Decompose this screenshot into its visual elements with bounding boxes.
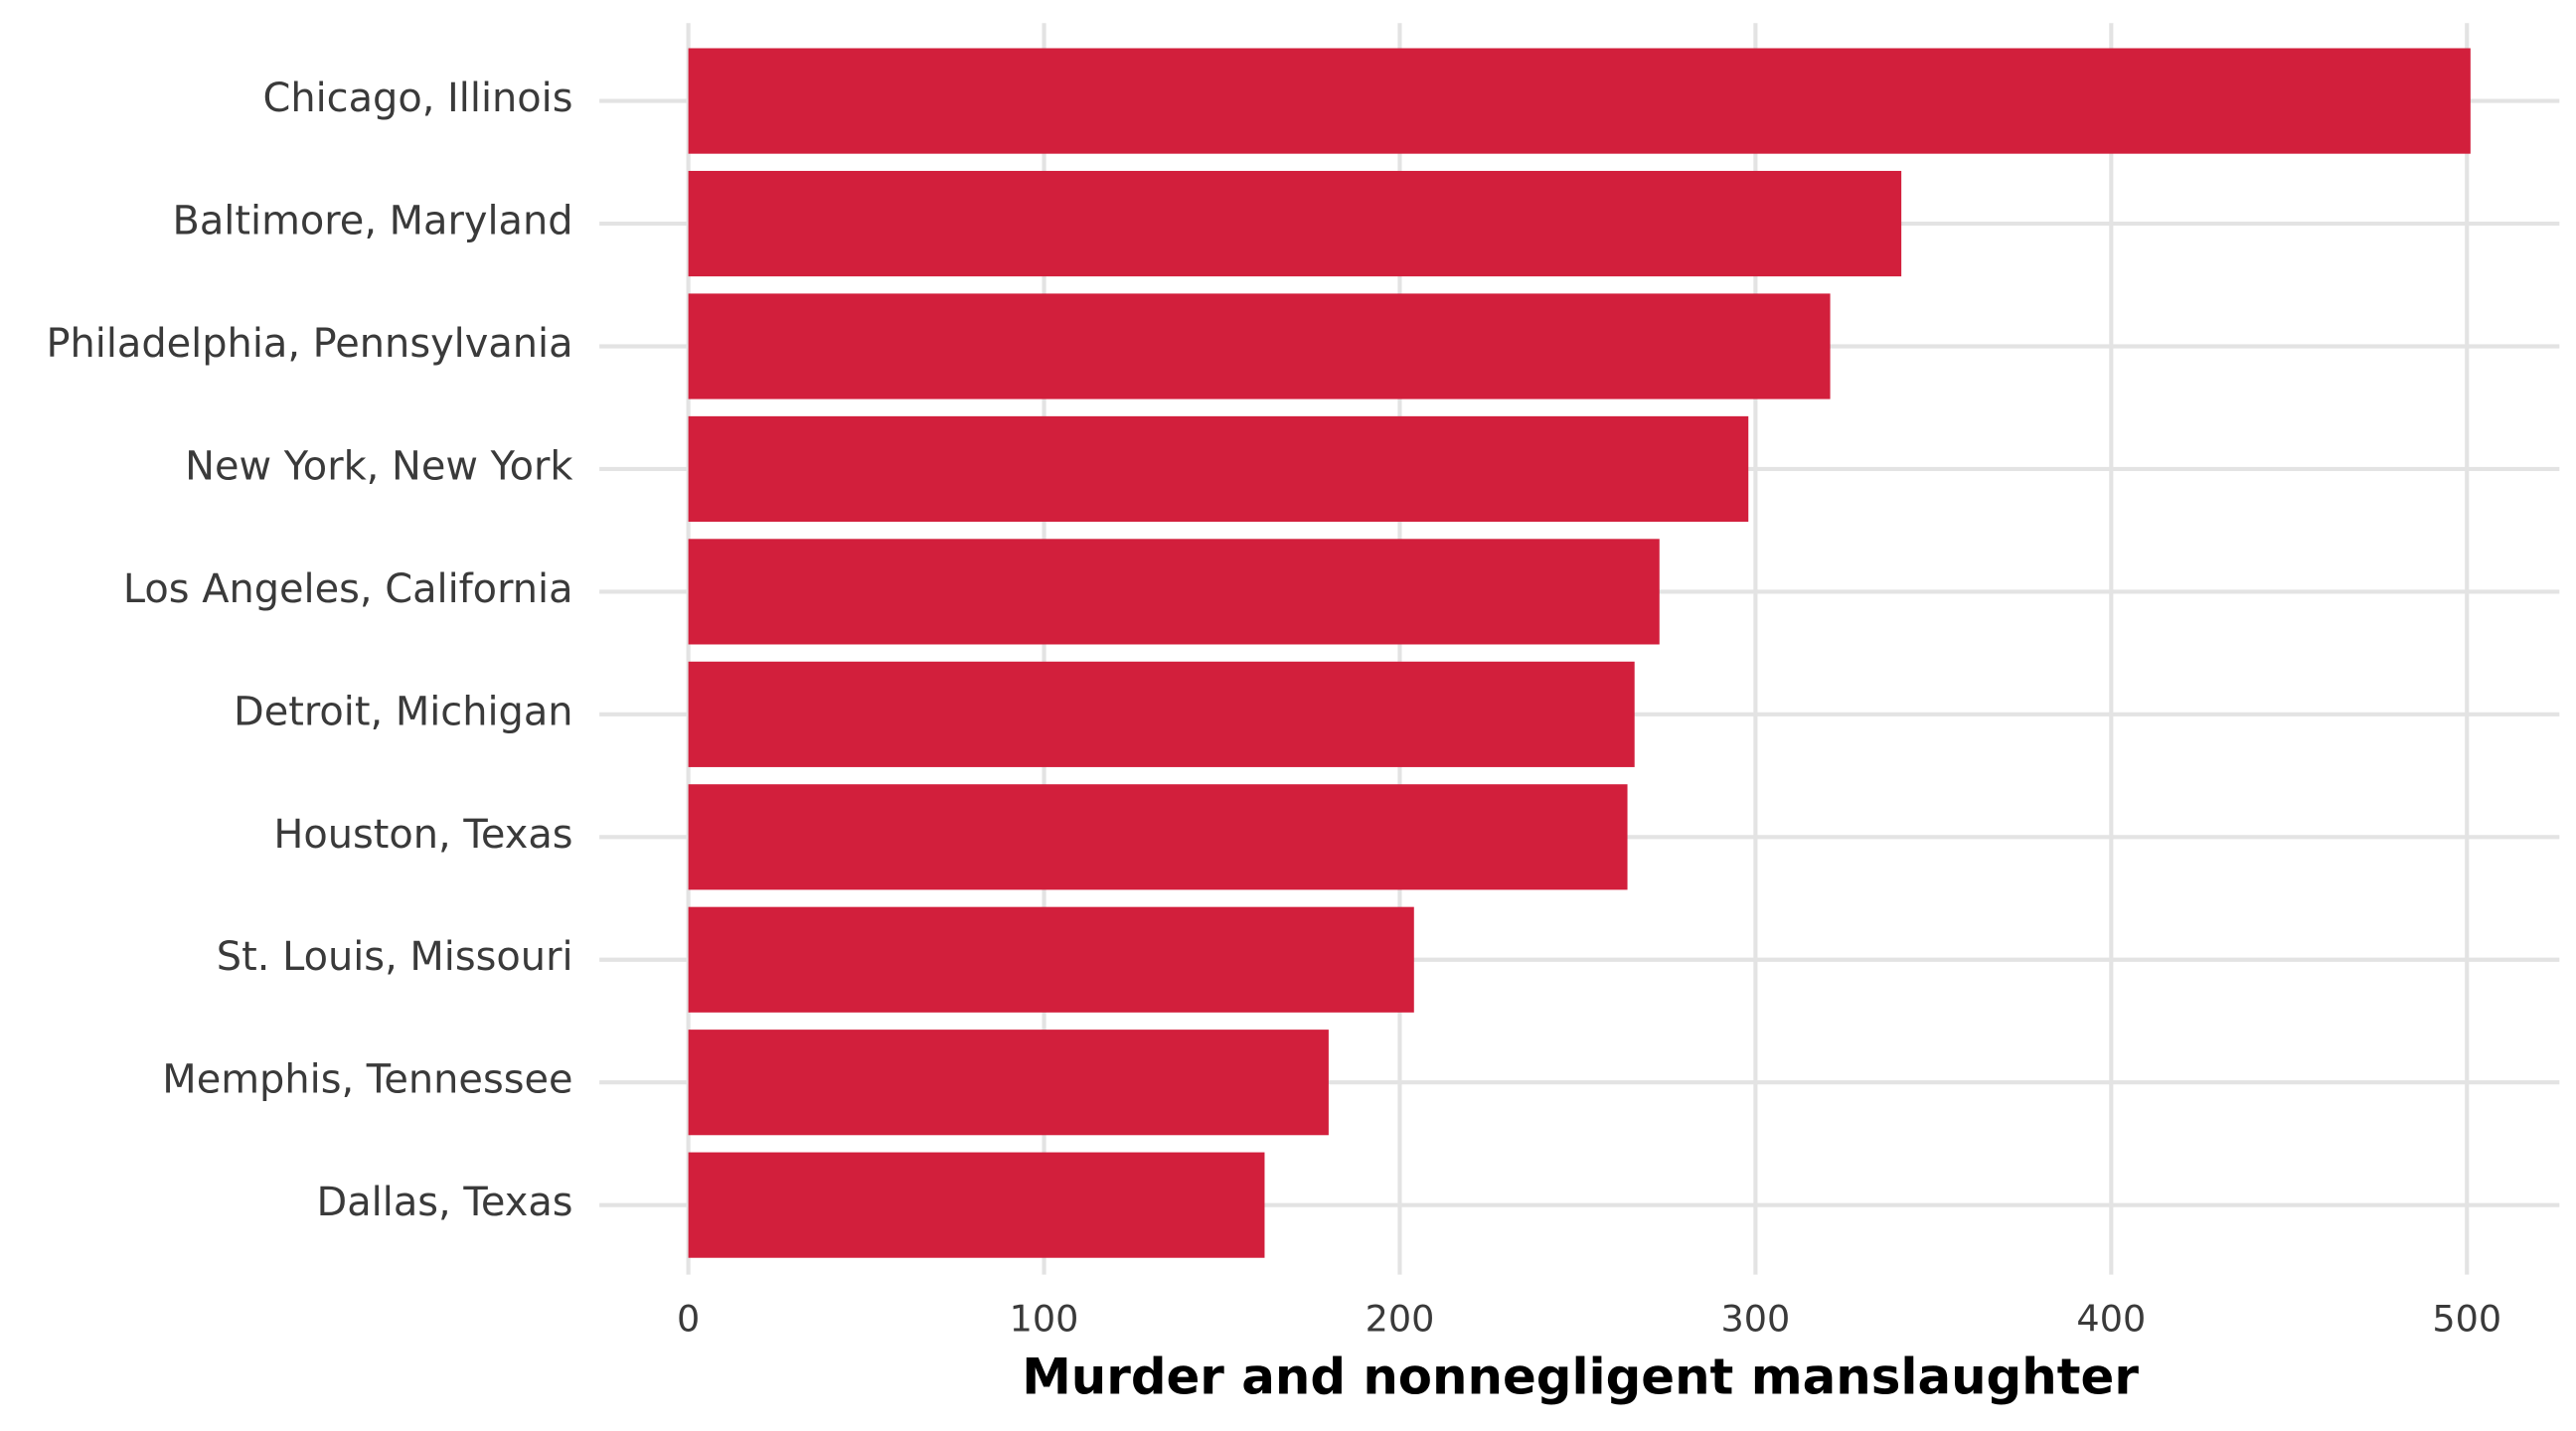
x-tick-label: 400: [2076, 1298, 2146, 1341]
y-tick-label: St. Louis, Missouri: [217, 934, 573, 980]
y-tick-label: Baltimore, Maryland: [173, 199, 573, 244]
bar: [688, 1030, 1329, 1136]
y-tick-label: Detroit, Michigan: [234, 689, 573, 734]
bar: [688, 661, 1635, 767]
x-tick-label: 100: [1010, 1298, 1079, 1341]
y-tick-label: Philadelphia, Pennsylvania: [46, 321, 572, 367]
bar: [688, 906, 1414, 1013]
y-tick-label: Chicago, Illinois: [263, 76, 573, 121]
bar: [688, 1152, 1265, 1258]
y-tick-label: Los Angeles, California: [123, 566, 573, 612]
y-tick-label: Memphis, Tennessee: [162, 1057, 572, 1103]
x-tick-label: 300: [1721, 1298, 1791, 1341]
x-axis-title: Murder and nonnegligent manslaughter: [1022, 1349, 2139, 1406]
y-tick-label: Houston, Texas: [273, 812, 572, 858]
bar: [688, 48, 2471, 154]
x-tick-label: 0: [677, 1298, 700, 1341]
bar: [688, 293, 1831, 399]
y-tick-label: New York, New York: [185, 443, 572, 489]
bar: [688, 539, 1660, 645]
x-tick-label: 500: [2432, 1298, 2501, 1341]
bar: [688, 415, 1749, 523]
x-tick-label: 200: [1366, 1298, 1435, 1341]
bar: [688, 170, 1902, 277]
bar: [688, 784, 1628, 890]
y-tick-label: Dallas, Texas: [317, 1180, 573, 1225]
plot: Murder and nonnegligent manslaughter 0 10…: [46, 23, 2560, 1406]
